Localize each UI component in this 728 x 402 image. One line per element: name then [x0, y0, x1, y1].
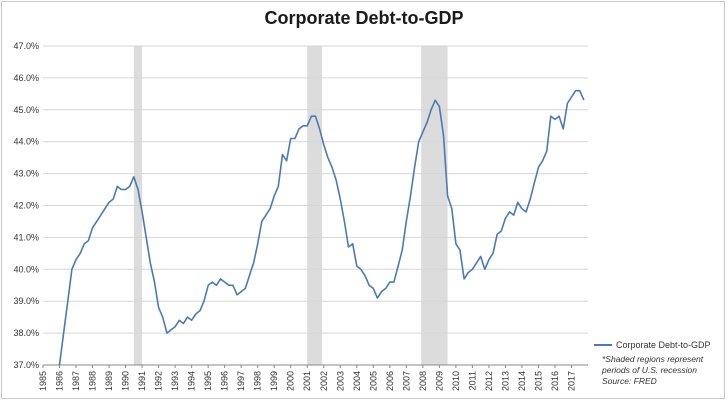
y-tick-label: 43.0% [13, 169, 39, 179]
x-tick-label: 2013 [500, 371, 510, 391]
legend-swatch [594, 344, 612, 346]
x-tick-label: 2004 [352, 371, 362, 391]
x-tick-label: 2007 [401, 371, 411, 391]
x-tick-label: 2010 [451, 371, 461, 391]
x-tick-label: 2005 [368, 371, 378, 391]
y-tick-label: 44.0% [13, 137, 39, 147]
y-tick-label: 47.0% [13, 41, 39, 51]
x-tick-label: 2017 [566, 371, 576, 391]
x-tick-label: 2015 [533, 371, 543, 391]
x-tick-label: 1991 [137, 371, 147, 391]
y-tick-label: 40.0% [13, 264, 39, 274]
x-tick-label: 1996 [220, 371, 230, 391]
y-tick-label: 39.0% [13, 296, 39, 306]
x-tick-label: 1997 [236, 371, 246, 391]
note-line-3: Source: FRED [602, 376, 657, 386]
x-tick-label: 1987 [71, 371, 81, 391]
y-tick-label: 45.0% [13, 105, 39, 115]
x-tick-label: 1990 [121, 371, 131, 391]
y-tick-label: 38.0% [13, 328, 39, 338]
series-line [58, 89, 585, 366]
x-tick-label: 2002 [319, 371, 329, 391]
x-tick-label: 1986 [55, 371, 65, 391]
x-tick-label: 1998 [253, 371, 263, 391]
y-tick-label: 37.0% [13, 360, 39, 370]
y-tick-label: 46.0% [13, 73, 39, 83]
x-tick-label: 1985 [38, 371, 48, 391]
recession-note: *Shaded regions represent periods of U.S… [602, 354, 724, 387]
legend-entry: Corporate Debt-to-GDP [594, 340, 724, 350]
note-line-1: *Shaded regions represent [602, 354, 704, 364]
x-tick-label: 2016 [550, 371, 560, 391]
x-tick-label: 1993 [170, 371, 180, 391]
x-tick-label: 1994 [187, 371, 197, 391]
x-tick-label: 1988 [88, 371, 98, 391]
x-tick-label: 1995 [203, 371, 213, 391]
x-tick-label: 2014 [517, 371, 527, 391]
x-tick-label: 2001 [302, 371, 312, 391]
x-tick-label: 2003 [335, 371, 345, 391]
x-tick-label: 2000 [286, 371, 296, 391]
x-tick-label: 1992 [154, 371, 164, 391]
x-tick-label: 1989 [104, 371, 114, 391]
x-tick-label: 2006 [385, 371, 395, 391]
note-line-2: periods of U.S. recession [602, 365, 697, 375]
chart-title: Corporate Debt-to-GDP [264, 8, 464, 28]
x-tick-label: 1999 [269, 371, 279, 391]
x-tick-label: 2011 [467, 371, 477, 390]
y-tick-label: 41.0% [13, 232, 39, 242]
x-tick-label: 2009 [434, 371, 444, 391]
legend: Corporate Debt-to-GDP *Shaded regions re… [594, 340, 724, 387]
x-tick-label: 2008 [418, 371, 428, 391]
y-tick-label: 42.0% [13, 201, 39, 211]
legend-label: Corporate Debt-to-GDP [616, 340, 711, 350]
x-tick-label: 2012 [484, 371, 494, 391]
